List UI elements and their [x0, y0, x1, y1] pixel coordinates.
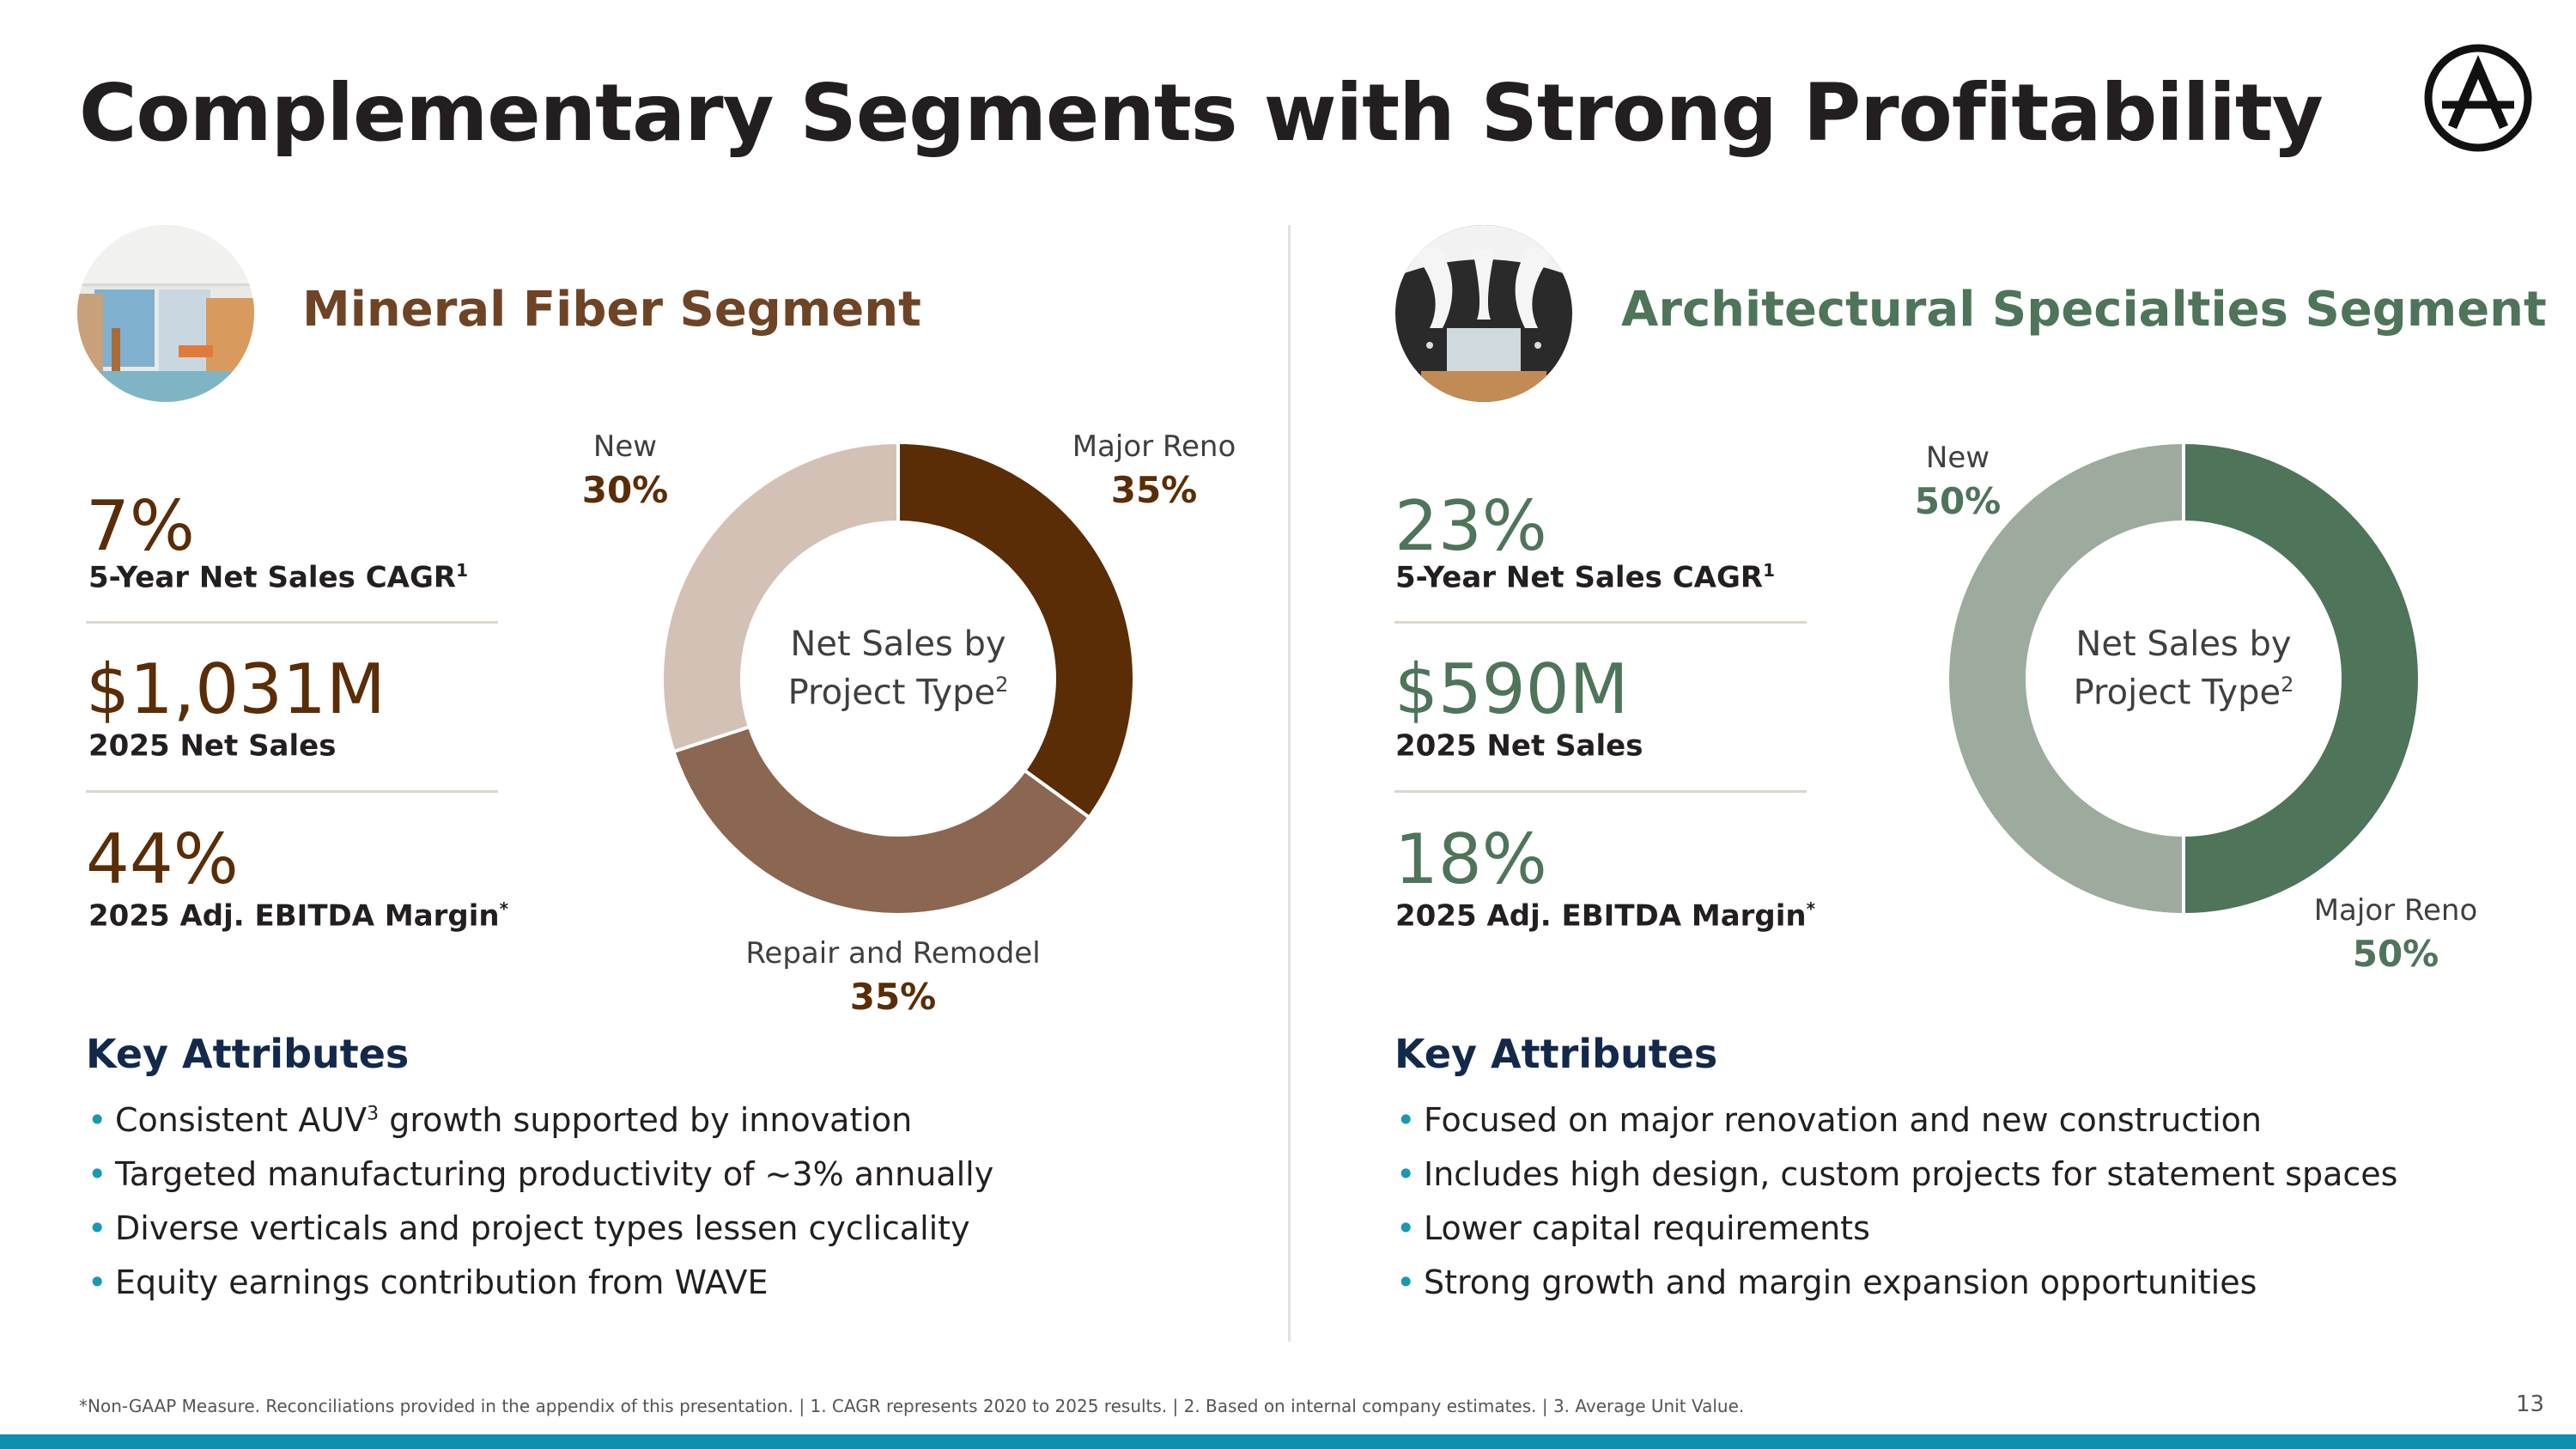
category-label: Major Reno — [1072, 429, 1236, 464]
mineral-donut-center-label: Net Sales by Project Type2 — [787, 624, 1009, 713]
mineral-key-attributes-list: • Consistent AUV3 growth supported by inn… — [86, 1101, 993, 1318]
value-label: 35% — [1110, 469, 1198, 511]
metric-divider — [1394, 621, 1807, 624]
donut-slice-major-reno — [896, 440, 1136, 820]
mineral-major-reno-label: Major Reno 35% — [1060, 429, 1249, 511]
architectural-specialties-segment-title: Architectural Specialties Segment — [1621, 282, 2547, 338]
list-item: • Equity earnings contribution from WAVE — [88, 1263, 769, 1301]
category-label: New — [592, 429, 658, 464]
mineral-ebitda-value: 44% — [86, 819, 239, 899]
list-item: • Targeted manufacturing productivity of … — [88, 1155, 994, 1193]
metric-divider — [1394, 790, 1807, 793]
arch-net-sales-value: $590M — [1394, 649, 1629, 729]
list-item: • Strong growth and margin expansion oppo… — [1396, 1263, 2257, 1301]
category-label: New — [1925, 441, 1990, 475]
list-item: • Includes high design, custom projects f… — [1396, 1155, 2398, 1193]
armstrong-a-logo-icon — [2424, 44, 2532, 152]
value-label: 50% — [2352, 933, 2439, 975]
category-label: Major Reno — [2313, 893, 2478, 928]
mineral-ebitda-label: 2025 Adj. EBITDA Margin* — [88, 898, 509, 934]
list-item: • Focused on major renovation and new con… — [1396, 1101, 2262, 1139]
arch-ebitda-label: 2025 Adj. EBITDA Margin* — [1395, 898, 1816, 934]
donut-slice-new — [1946, 440, 2185, 917]
mineral-cagr-label: 5-Year Net Sales CAGR1 — [88, 560, 468, 595]
page-title: Complementary Segments with Strong Profi… — [79, 67, 2324, 159]
metric-divider — [86, 790, 498, 793]
donut-slice-repair-and-remodel — [671, 724, 1092, 916]
mineral-repair-remodel-label: Repair and Remodel 35% — [732, 936, 1054, 1018]
value-label: 50% — [1914, 480, 2002, 522]
mineral-key-attributes-title: Key Attributes — [86, 1031, 410, 1077]
bottom-accent-bar — [0, 1434, 2576, 1449]
mineral-new-label: New 30% — [574, 429, 677, 511]
mineral-fiber-segment-title: Mineral Fiber Segment — [302, 282, 921, 338]
value-label: 35% — [849, 976, 937, 1018]
donut-slice-new — [660, 440, 900, 754]
category-label: Repair and Remodel — [745, 936, 1041, 971]
arch-cagr-value: 23% — [1394, 486, 1547, 566]
arch-key-attributes-list: • Focused on major renovation and new con… — [1394, 1101, 2397, 1318]
arch-cagr-label: 5-Year Net Sales CAGR1 — [1395, 560, 1775, 595]
value-label: 30% — [581, 469, 669, 511]
architectural-specialties-photo — [1395, 225, 1572, 402]
arch-donut-center-label: Net Sales by Project Type2 — [2073, 624, 2294, 713]
arch-net-sales-label: 2025 Net Sales — [1395, 728, 1643, 764]
list-item: • Diverse verticals and project types les… — [88, 1209, 970, 1247]
arch-new-label: New 50% — [1906, 441, 2009, 522]
metric-divider — [86, 621, 498, 624]
donut-slice-major-reno — [2182, 440, 2421, 917]
mineral-fiber-photo — [77, 225, 254, 402]
arch-ebitda-value: 18% — [1394, 819, 1547, 899]
footnote: *Non-GAAP Measure. Reconciliations provi… — [79, 1396, 1745, 1416]
arch-major-reno-label: Major Reno 50% — [2301, 893, 2490, 975]
arch-project-type-donut-chart — [1946, 440, 2421, 917]
page-number: 13 — [2516, 1391, 2545, 1417]
list-item: • Lower capital requirements — [1396, 1209, 1870, 1247]
mineral-net-sales-label: 2025 Net Sales — [88, 728, 337, 764]
mineral-net-sales-value: $1,031M — [86, 649, 386, 729]
mineral-cagr-value: 7% — [86, 486, 195, 566]
mineral-project-type-donut-chart — [660, 440, 1136, 916]
arch-key-attributes-title: Key Attributes — [1394, 1031, 1718, 1077]
center-divider — [1288, 225, 1291, 1342]
list-item: • Consistent AUV3 growth supported by inn… — [88, 1101, 913, 1139]
